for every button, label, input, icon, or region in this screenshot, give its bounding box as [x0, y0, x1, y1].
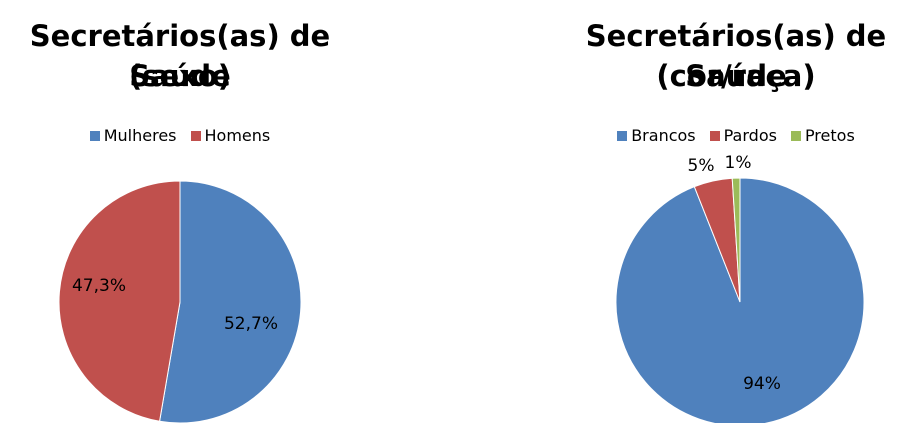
legend-label: Homens [204, 126, 271, 145]
pie-slice-mulheres [158, 180, 302, 423]
pie-chart-cor-raca: Secretários(as) de Saúde (cor/raça) Bran… [556, 0, 916, 423]
pie-slice-pretos [731, 177, 741, 303]
pie-chart-sexo: Secretários(as) de Saúde (sexo) Mulheres… [0, 0, 360, 423]
legend-label: Pretos [804, 126, 855, 145]
legend-label: Pardos [723, 126, 777, 145]
chart-title-line-1: Secretários(as) de Saúde [585, 19, 887, 93]
pie-slice-homens [58, 180, 181, 422]
legend-label: Brancos [631, 126, 696, 145]
data-label-homens: 47,3% [72, 276, 126, 296]
legend-item-brancos: Brancos [617, 126, 696, 145]
pie-plot: 94% 5% 1% [615, 153, 865, 423]
data-label-pardos: 5% [688, 156, 715, 176]
legend-label: Mulheres [103, 126, 177, 145]
data-label-pretos: 1% [725, 153, 752, 173]
legend-swatch [709, 130, 720, 141]
data-label-brancos: 94% [743, 374, 781, 394]
legend-item-pretos: Pretos [790, 126, 855, 145]
legend-item-mulheres: Mulheres [89, 126, 177, 145]
chart-title-line-2: (sexo) [128, 59, 232, 93]
chart-legend: Mulheres Homens [0, 126, 360, 145]
pie-plot: 52,7% 47,3% [58, 180, 302, 423]
legend-item-pardos: Pardos [709, 126, 777, 145]
legend-swatch [89, 130, 100, 141]
legend-item-homens: Homens [190, 126, 271, 145]
chart-legend: Brancos Pardos Pretos [556, 126, 916, 145]
chart-title-line-1: Secretários(as) de Saúde [29, 19, 331, 93]
data-label-mulheres: 52,7% [224, 314, 278, 334]
legend-swatch [190, 130, 201, 141]
chart-title-line-2: (cor/raça) [656, 59, 816, 93]
legend-swatch [617, 130, 628, 141]
legend-swatch [790, 130, 801, 141]
